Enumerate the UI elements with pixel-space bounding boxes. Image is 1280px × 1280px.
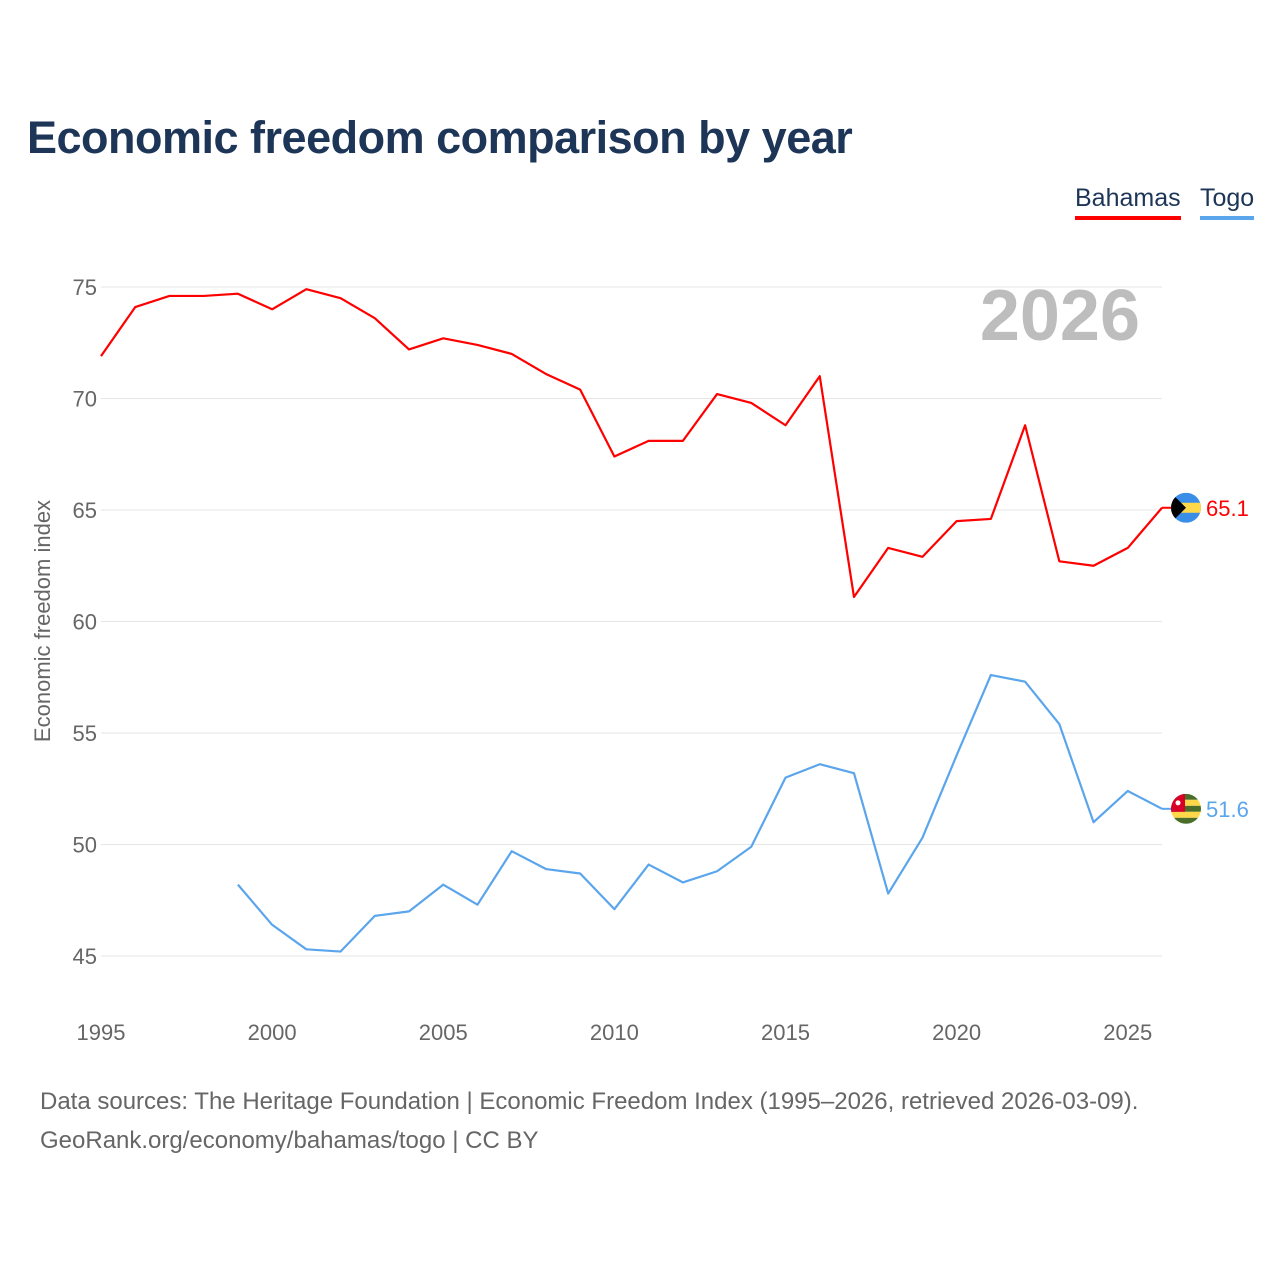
y-tick-label: 75 [73, 275, 97, 300]
x-tick-label: 2015 [761, 1020, 810, 1045]
flag-part [1171, 492, 1186, 523]
legend-bahamas[interactable]: Bahamas [1075, 184, 1181, 220]
x-tick-label: 2000 [248, 1020, 297, 1045]
flag-part [1171, 799, 1201, 806]
y-tick-label: 65 [73, 498, 97, 523]
series-line-togo [237, 673, 1163, 953]
flag-part [1171, 811, 1201, 818]
source-link[interactable]: GeoRank.org/economy/bahamas/togo | CC BY [40, 1127, 539, 1154]
flag-part [1171, 817, 1201, 824]
y-tick-label: 50 [73, 833, 97, 858]
legend-togo[interactable]: Togo [1200, 184, 1255, 220]
end-value-label: 51.6 [1206, 797, 1249, 822]
x-tick-label: 2005 [419, 1020, 468, 1045]
end-value-label: 65.1 [1206, 496, 1249, 521]
flag-star [1175, 800, 1181, 806]
y-tick-label: 70 [73, 387, 97, 412]
flag-part [1171, 502, 1201, 513]
y-axis-label: Economic freedom index [30, 500, 55, 742]
x-tick-label: 1995 [77, 1020, 126, 1045]
x-tick-label: 2020 [932, 1020, 981, 1045]
y-tick-label: 45 [73, 944, 97, 969]
x-tick-label: 2025 [1103, 1020, 1152, 1045]
y-tick-label: 60 [73, 610, 97, 635]
y-tick-label: 55 [73, 721, 97, 746]
chart-title: Economic freedom comparison by year [27, 112, 853, 163]
flag-part [1171, 805, 1201, 812]
flag-bahamas-icon [1171, 492, 1201, 523]
flag-togo-icon [1171, 793, 1201, 824]
x-tick-label: 2010 [590, 1020, 639, 1045]
source-text: Data sources: The Heritage Foundation | … [40, 1088, 1139, 1115]
year-label: 2026 [980, 276, 1140, 356]
series-line-bahamas [100, 288, 1163, 599]
flag-part [1171, 793, 1201, 800]
